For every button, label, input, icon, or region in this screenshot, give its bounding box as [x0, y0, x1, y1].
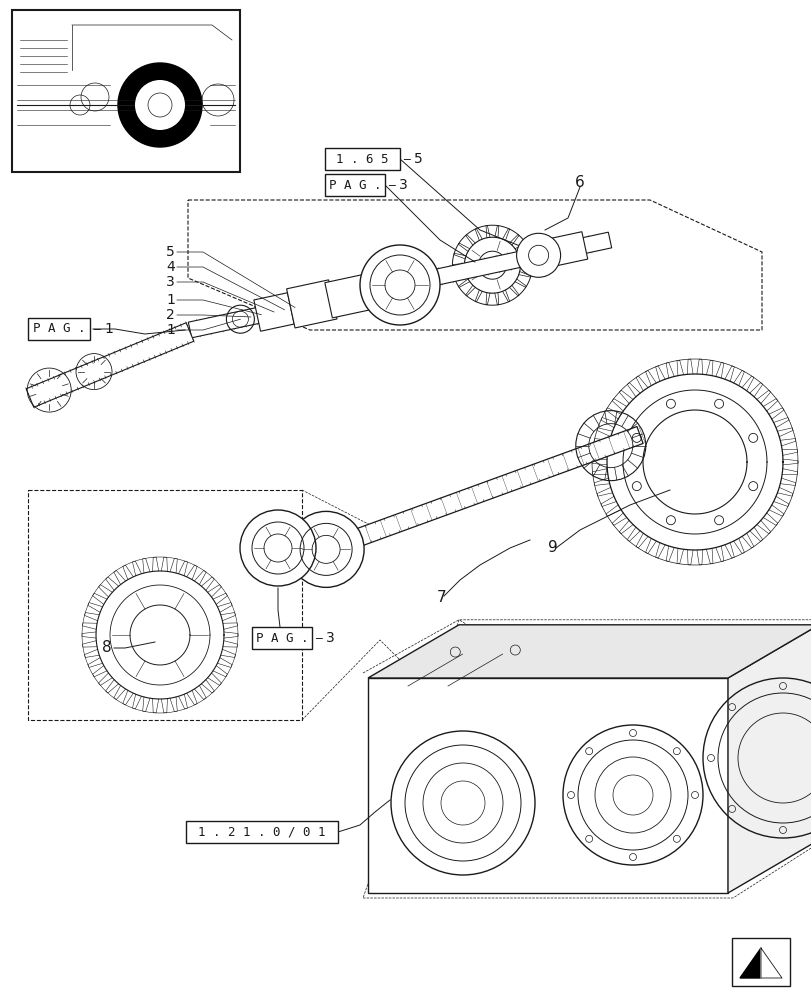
Polygon shape	[26, 323, 194, 407]
Circle shape	[118, 63, 202, 147]
Bar	[324, 174, 384, 196]
Polygon shape	[188, 232, 611, 338]
Polygon shape	[727, 625, 811, 893]
Polygon shape	[760, 948, 781, 978]
Text: 7: 7	[436, 590, 446, 605]
Text: 4: 4	[166, 260, 175, 274]
Bar	[251, 627, 311, 649]
Circle shape	[359, 245, 440, 325]
Text: P A G .: P A G .	[255, 632, 308, 645]
Circle shape	[135, 80, 185, 130]
Polygon shape	[286, 280, 337, 328]
Text: ─: ─	[315, 633, 321, 643]
Polygon shape	[367, 625, 811, 678]
Text: ─: ─	[93, 324, 100, 334]
Text: ─: ─	[402, 154, 410, 164]
Text: 1: 1	[166, 323, 175, 337]
Text: 5: 5	[414, 152, 423, 166]
Bar	[324, 148, 400, 170]
Text: 1 . 2 1 . 0 / 0 1: 1 . 2 1 . 0 / 0 1	[198, 825, 325, 838]
Text: 8: 8	[102, 641, 112, 656]
Bar	[731, 938, 789, 986]
Polygon shape	[324, 274, 374, 318]
Text: 5: 5	[166, 245, 175, 259]
Circle shape	[240, 510, 315, 586]
Text: ─: ─	[388, 180, 394, 190]
Circle shape	[288, 511, 363, 587]
Polygon shape	[547, 232, 587, 266]
Text: P A G .: P A G .	[32, 322, 85, 336]
Text: 1 . 6 5: 1 . 6 5	[336, 153, 388, 166]
Circle shape	[516, 233, 560, 277]
Polygon shape	[739, 948, 760, 978]
Bar	[186, 821, 337, 843]
Text: 1: 1	[166, 293, 175, 307]
Text: 3: 3	[325, 631, 334, 645]
Text: 3: 3	[398, 178, 407, 192]
Text: 1: 1	[104, 322, 113, 336]
Text: 9: 9	[547, 540, 557, 556]
Text: P A G .: P A G .	[328, 179, 381, 192]
Text: 2: 2	[166, 308, 175, 322]
Bar	[12, 10, 240, 172]
Text: 3: 3	[166, 275, 175, 289]
Text: 6: 6	[574, 175, 584, 190]
Polygon shape	[272, 427, 642, 576]
Polygon shape	[254, 293, 294, 331]
Polygon shape	[367, 678, 727, 893]
Bar	[28, 318, 90, 340]
